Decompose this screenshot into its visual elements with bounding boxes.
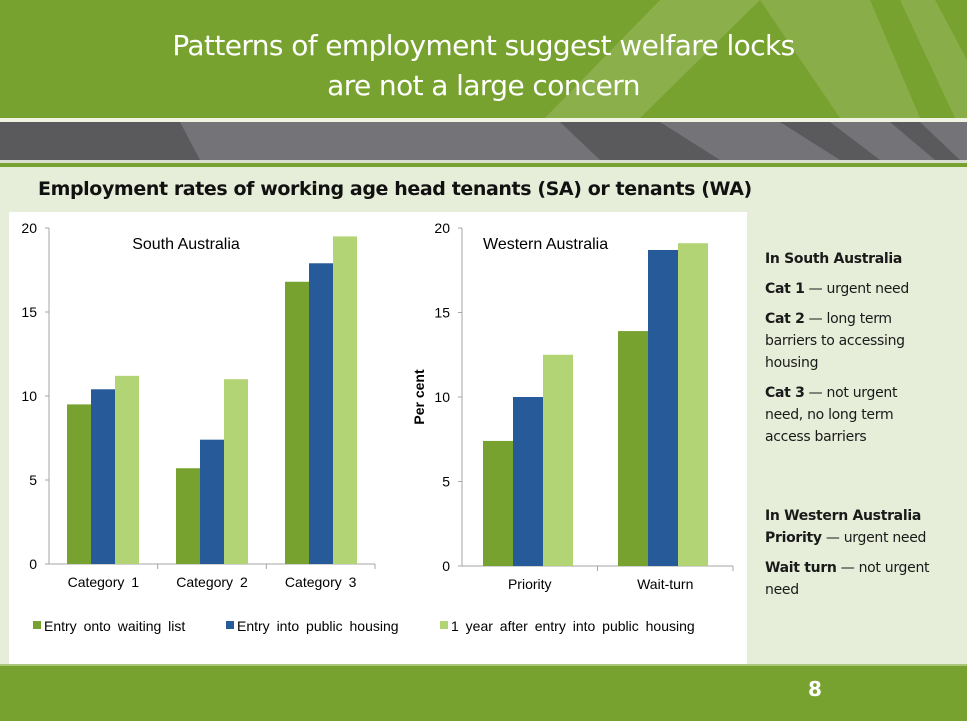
y-tick-label: 0 bbox=[442, 558, 450, 574]
title-line-1: Patterns of employment suggest welfare l… bbox=[172, 29, 795, 62]
bar bbox=[333, 236, 357, 564]
bar bbox=[543, 354, 573, 566]
bar bbox=[483, 440, 513, 566]
bar bbox=[91, 389, 115, 564]
sa-note-cat1: Cat 1 — urgent need bbox=[765, 281, 909, 297]
chart-title: Western Australia bbox=[483, 236, 608, 253]
decorative-swoosh bbox=[545, 0, 967, 118]
legend-swatch bbox=[440, 621, 448, 629]
legend-label: Entry into public housing bbox=[237, 618, 399, 634]
x-tick-label: Wait-turn bbox=[637, 576, 693, 592]
bar bbox=[176, 468, 200, 564]
bar bbox=[115, 375, 139, 564]
sa-notes: In South Australia Cat 1 — urgent need C… bbox=[765, 248, 965, 456]
wa-note-wait-turn: Wait turn — not urgent need bbox=[765, 560, 930, 598]
bar bbox=[678, 243, 708, 566]
y-tick-label: 0 bbox=[29, 556, 37, 572]
title-line-2: are not a large concern bbox=[327, 69, 640, 102]
page-number: 8 bbox=[808, 677, 822, 701]
header-grey-band bbox=[0, 122, 967, 160]
bar-charts: 0 5 10 15 20 Category 1 Category 2 Category 3 So… bbox=[21, 220, 734, 634]
legend-label: Entry onto waiting list bbox=[44, 618, 185, 634]
band-stripes bbox=[180, 122, 967, 160]
slide-title: Patterns of employment suggest welfare l… bbox=[0, 26, 967, 106]
y-tick-label: 20 bbox=[434, 220, 450, 236]
legend-swatch bbox=[33, 621, 41, 629]
y-tick-label: 15 bbox=[434, 305, 450, 321]
sa-note-cat3: Cat 3 — not urgent need, no long term ac… bbox=[765, 385, 898, 445]
y-tick-label: 10 bbox=[434, 389, 450, 405]
y-tick-label: 10 bbox=[21, 388, 37, 404]
y-tick-label: 5 bbox=[442, 474, 450, 490]
y-tick-label: 5 bbox=[29, 472, 37, 488]
green-divider bbox=[0, 163, 967, 167]
sa-note-cat2: Cat 2 — long term barriers to accessing … bbox=[765, 311, 905, 371]
slide-header: Patterns of employment suggest welfare l… bbox=[0, 0, 967, 118]
x-tick-label: Category 1 bbox=[68, 574, 140, 590]
bar bbox=[513, 397, 543, 566]
slide-footer bbox=[0, 664, 967, 721]
y-tick-label: 20 bbox=[21, 220, 37, 236]
chart-subtitle: Employment rates of working age head ten… bbox=[38, 178, 752, 200]
header-divider-light bbox=[0, 118, 967, 122]
y-axis-label: Per cent bbox=[411, 369, 427, 425]
bar bbox=[309, 263, 333, 564]
chart-title: South Australia bbox=[132, 236, 240, 253]
bar bbox=[224, 379, 248, 564]
x-tick-label: Priority bbox=[508, 576, 552, 592]
x-tick-label: Category 2 bbox=[176, 574, 248, 590]
wa-note-priority: Priority — urgent need bbox=[765, 530, 927, 546]
wa-notes: In Western Australia Priority — urgent n… bbox=[765, 505, 965, 609]
bar bbox=[648, 249, 678, 566]
sa-heading: In South Australia bbox=[765, 251, 903, 267]
legend-swatch bbox=[226, 621, 234, 629]
chart-panel: 0 5 10 15 20 Category 1 Category 2 Category 3 So… bbox=[9, 212, 747, 664]
band-divider bbox=[0, 160, 967, 163]
bar bbox=[618, 331, 648, 566]
legend-label: 1 year after entry into public housing bbox=[451, 618, 695, 634]
x-tick-label: Category 3 bbox=[285, 574, 357, 590]
bar bbox=[200, 439, 224, 564]
wa-heading: In Western Australia bbox=[765, 508, 921, 524]
bar bbox=[67, 404, 91, 564]
bar bbox=[285, 281, 309, 564]
y-tick-label: 15 bbox=[21, 304, 37, 320]
